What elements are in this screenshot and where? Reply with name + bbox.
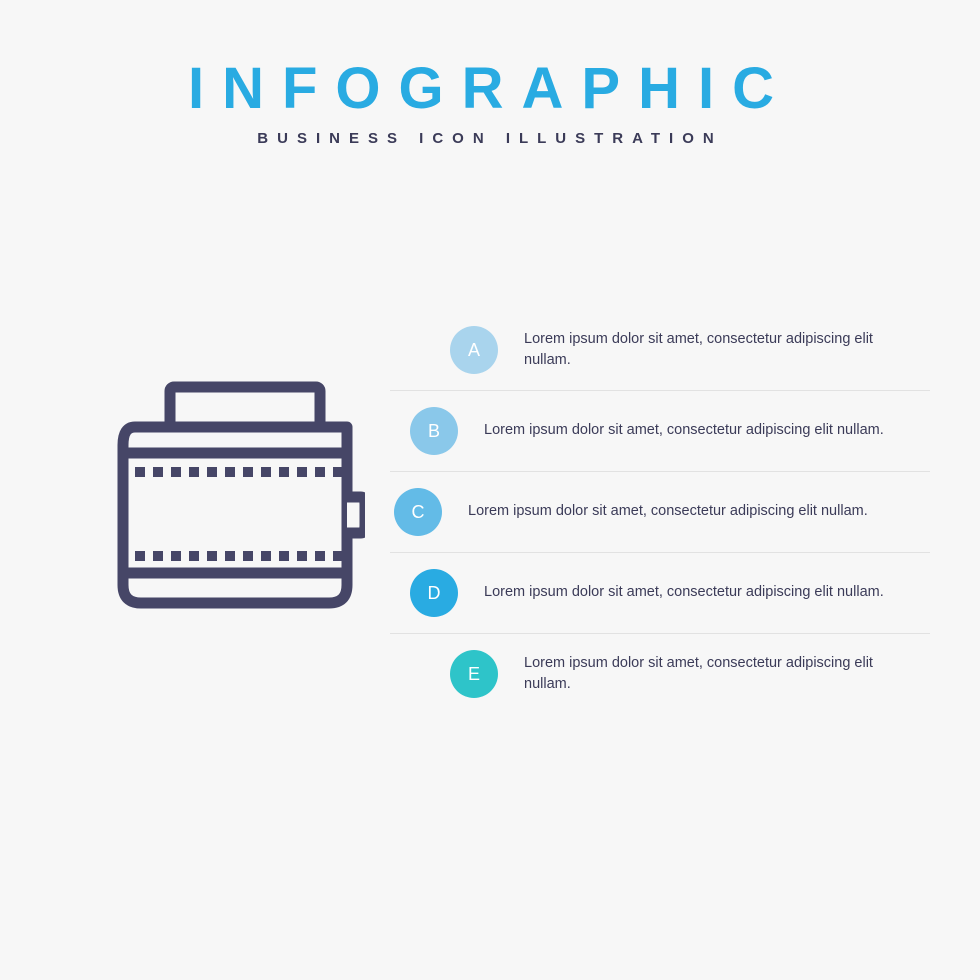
step-badge: D: [410, 569, 458, 617]
step-a: A Lorem ipsum dolor sit amet, consectetu…: [390, 310, 930, 391]
step-text: Lorem ipsum dolor sit amet, consectetur …: [468, 501, 888, 522]
step-badge: B: [410, 407, 458, 455]
steps-list: A Lorem ipsum dolor sit amet, consectetu…: [390, 310, 930, 714]
step-text: Lorem ipsum dolor sit amet, consectetur …: [484, 582, 904, 603]
step-d: D Lorem ipsum dolor sit amet, consectetu…: [390, 553, 930, 634]
step-e: E Lorem ipsum dolor sit amet, consectetu…: [390, 634, 930, 714]
page-subtitle: BUSINESS ICON ILLUSTRATION: [0, 130, 980, 147]
step-badge: E: [450, 650, 498, 698]
step-badge: A: [450, 326, 498, 374]
step-c: C Lorem ipsum dolor sit amet, consectetu…: [390, 472, 930, 553]
step-badge: C: [394, 488, 442, 536]
page-title: INFOGRAPHIC: [0, 55, 980, 122]
step-text: Lorem ipsum dolor sit amet, consectetur …: [524, 653, 930, 695]
wallet-icon: [105, 375, 365, 635]
step-b: B Lorem ipsum dolor sit amet, consectetu…: [390, 391, 930, 472]
step-text: Lorem ipsum dolor sit amet, consectetur …: [524, 329, 930, 371]
header: INFOGRAPHIC BUSINESS ICON ILLUSTRATION: [0, 0, 980, 147]
step-text: Lorem ipsum dolor sit amet, consectetur …: [484, 420, 904, 441]
